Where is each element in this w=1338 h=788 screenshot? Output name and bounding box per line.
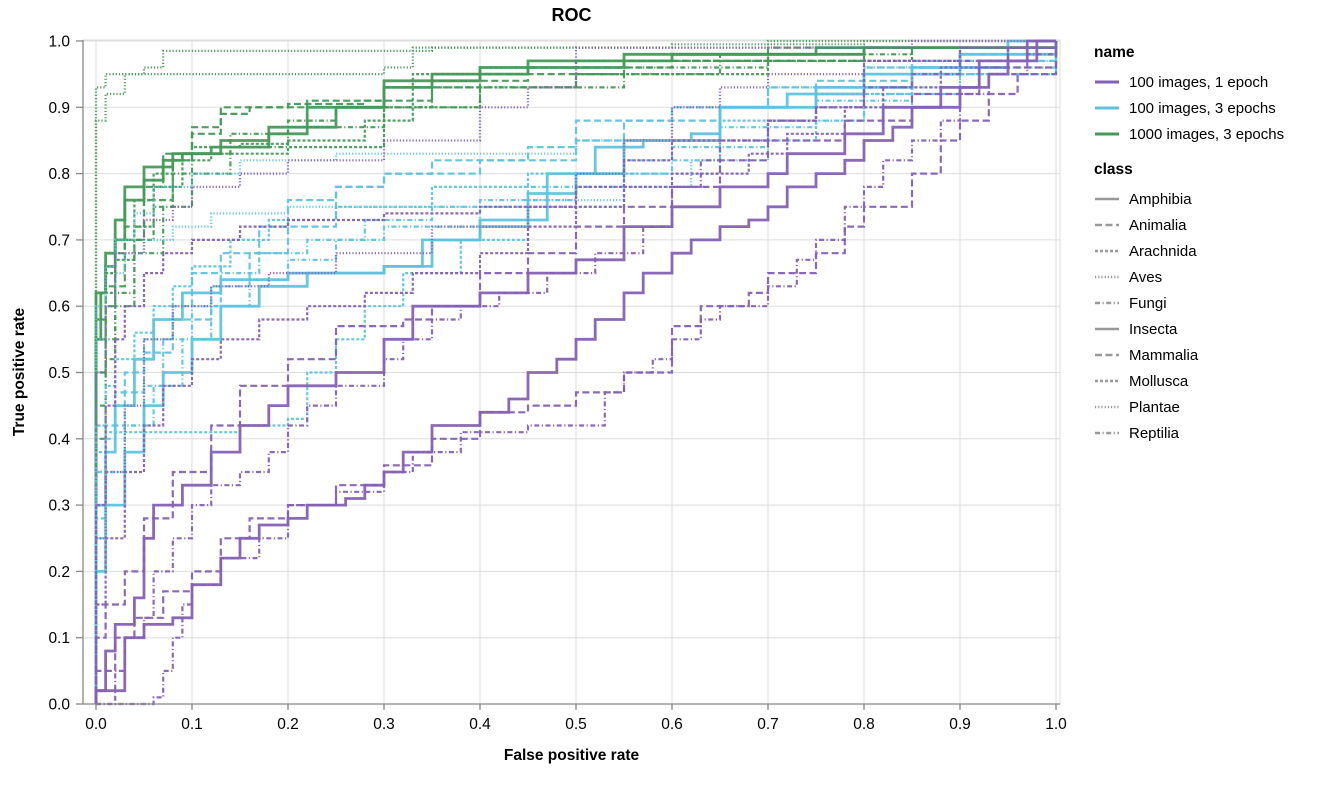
roc-curve [94,41,1058,704]
x-tick-label: 0.2 [277,716,299,733]
legend-symbol-line [1095,197,1119,201]
legend-symbol-line [1095,353,1119,357]
series-lines [94,39,1058,706]
legend-item-label: 1000 images, 3 epochs [1129,125,1285,143]
x-tick-label: 0.8 [853,716,875,733]
legend-item-label: Mammalia [1129,346,1199,364]
legend-item-label: Animalia [1129,216,1187,234]
legend-symbol-line [1095,301,1119,305]
y-tick-label: 0.5 [48,365,70,382]
y-tick-label: 0.2 [48,564,70,581]
x-tick-label: 0.5 [565,716,587,733]
legend-item-label: 100 images, 1 epoch [1129,73,1269,91]
legend-symbol-line [1095,80,1119,84]
roc-curve [96,41,1058,706]
legend-item-label: Aves [1129,268,1163,286]
roc-curve [96,41,1058,706]
legend-symbol-line [1095,327,1119,331]
x-tick-label: 0.4 [469,716,491,733]
roc-curve [94,41,1058,704]
roc-curve [94,41,1058,704]
roc-curve [94,41,1058,704]
roc-curve [94,41,1058,704]
legend: name 100 images, 1 epoch 100 images, 3 ep… [1094,44,1334,446]
roc-curve [94,39,1056,704]
y-tick-label: 0.3 [48,498,70,515]
legend-item-label: Fungi [1129,294,1167,312]
legend-item-label: Arachnida [1129,242,1197,260]
legend-class-item: Reptilia [1094,420,1334,446]
y-tick-label: 1.0 [48,34,70,51]
legend-class-item: Insecta [1094,316,1334,342]
legend-symbol-line [1095,132,1119,136]
legend-class-items: Amphibia Animalia Arachnida Aves Fungi Insect… [1094,186,1334,446]
legend-name-title: name [1094,44,1135,61]
roc-curve [94,41,1058,704]
x-tick-label: 0.9 [949,716,971,733]
axes: 0.0 0.1 0.2 0.3 0.4 0.5 0.6 0.7 0.8 0.9 1.0 0.0 0.1 0… [48,34,1067,734]
x-tick-label: 0.1 [181,716,203,733]
legend-symbol-line [1095,275,1119,279]
legend-class-item: Mollusca [1094,368,1334,394]
x-axis-title: False positive rate [503,747,640,764]
legend-item-label: Insecta [1129,320,1178,338]
legend-symbol-line [1095,223,1119,227]
roc-curve [94,41,1058,704]
legend-item-label: Reptilia [1129,424,1180,442]
legend-item-label: Amphibia [1129,190,1192,208]
legend-symbol-line [1095,379,1119,383]
legend-symbol-line [1095,106,1119,110]
x-tick-label: 0.6 [661,716,683,733]
legend-name-item: 100 images, 1 epoch [1094,69,1334,95]
y-tick-label: 0.8 [48,166,70,183]
legend-class-item: Arachnida [1094,238,1334,264]
legend-name-items: 100 images, 1 epoch 100 images, 3 epochs 1… [1094,69,1334,147]
legend-item-label: Mollusca [1129,372,1189,390]
legend-item-label: 100 images, 3 epochs [1129,99,1276,117]
legend-symbol-line [1095,405,1119,409]
y-tick-label: 0.7 [48,232,70,249]
legend-class-item: Plantae [1094,394,1334,420]
roc-chart-svg: 0.0 0.1 0.2 0.3 0.4 0.5 0.6 0.7 0.8 0.9 1.0 0.0 0.1 0… [48,34,1067,734]
y-tick-label: 0.4 [48,431,70,448]
legend-symbol-line [1095,249,1119,253]
y-tick-label: 0.6 [48,299,70,316]
legend-item-label: Plantae [1129,398,1180,416]
chart-title: ROC [551,5,592,25]
y-tick-label: 0.0 [48,697,70,714]
legend-class-item: Aves [1094,264,1334,290]
legend-name-item: 100 images, 3 epochs [1094,95,1334,121]
legend-class-title: class [1094,161,1133,178]
roc-curve [94,41,1058,704]
legend-class-item: Mammalia [1094,342,1334,368]
legend-symbol-line [1095,431,1119,435]
roc-curve [94,39,1056,704]
legend-class-item: Amphibia [1094,186,1334,212]
y-axis-title: True positive rate [11,307,28,437]
roc-curve [94,41,1058,704]
roc-curve [94,41,1058,704]
legend-class-item: Animalia [1094,212,1334,238]
x-tick-label: 1.0 [1045,716,1067,733]
roc-curve [94,39,1056,704]
roc-curve [94,41,1058,704]
legend-class-item: Fungi [1094,290,1334,316]
x-tick-label: 0.7 [757,716,779,733]
x-tick-label: 0.3 [373,716,395,733]
x-tick-label: 0.0 [85,716,107,733]
y-tick-label: 0.1 [48,630,70,647]
legend-name-item: 1000 images, 3 epochs [1094,121,1334,147]
y-tick-label: 0.9 [48,100,70,117]
